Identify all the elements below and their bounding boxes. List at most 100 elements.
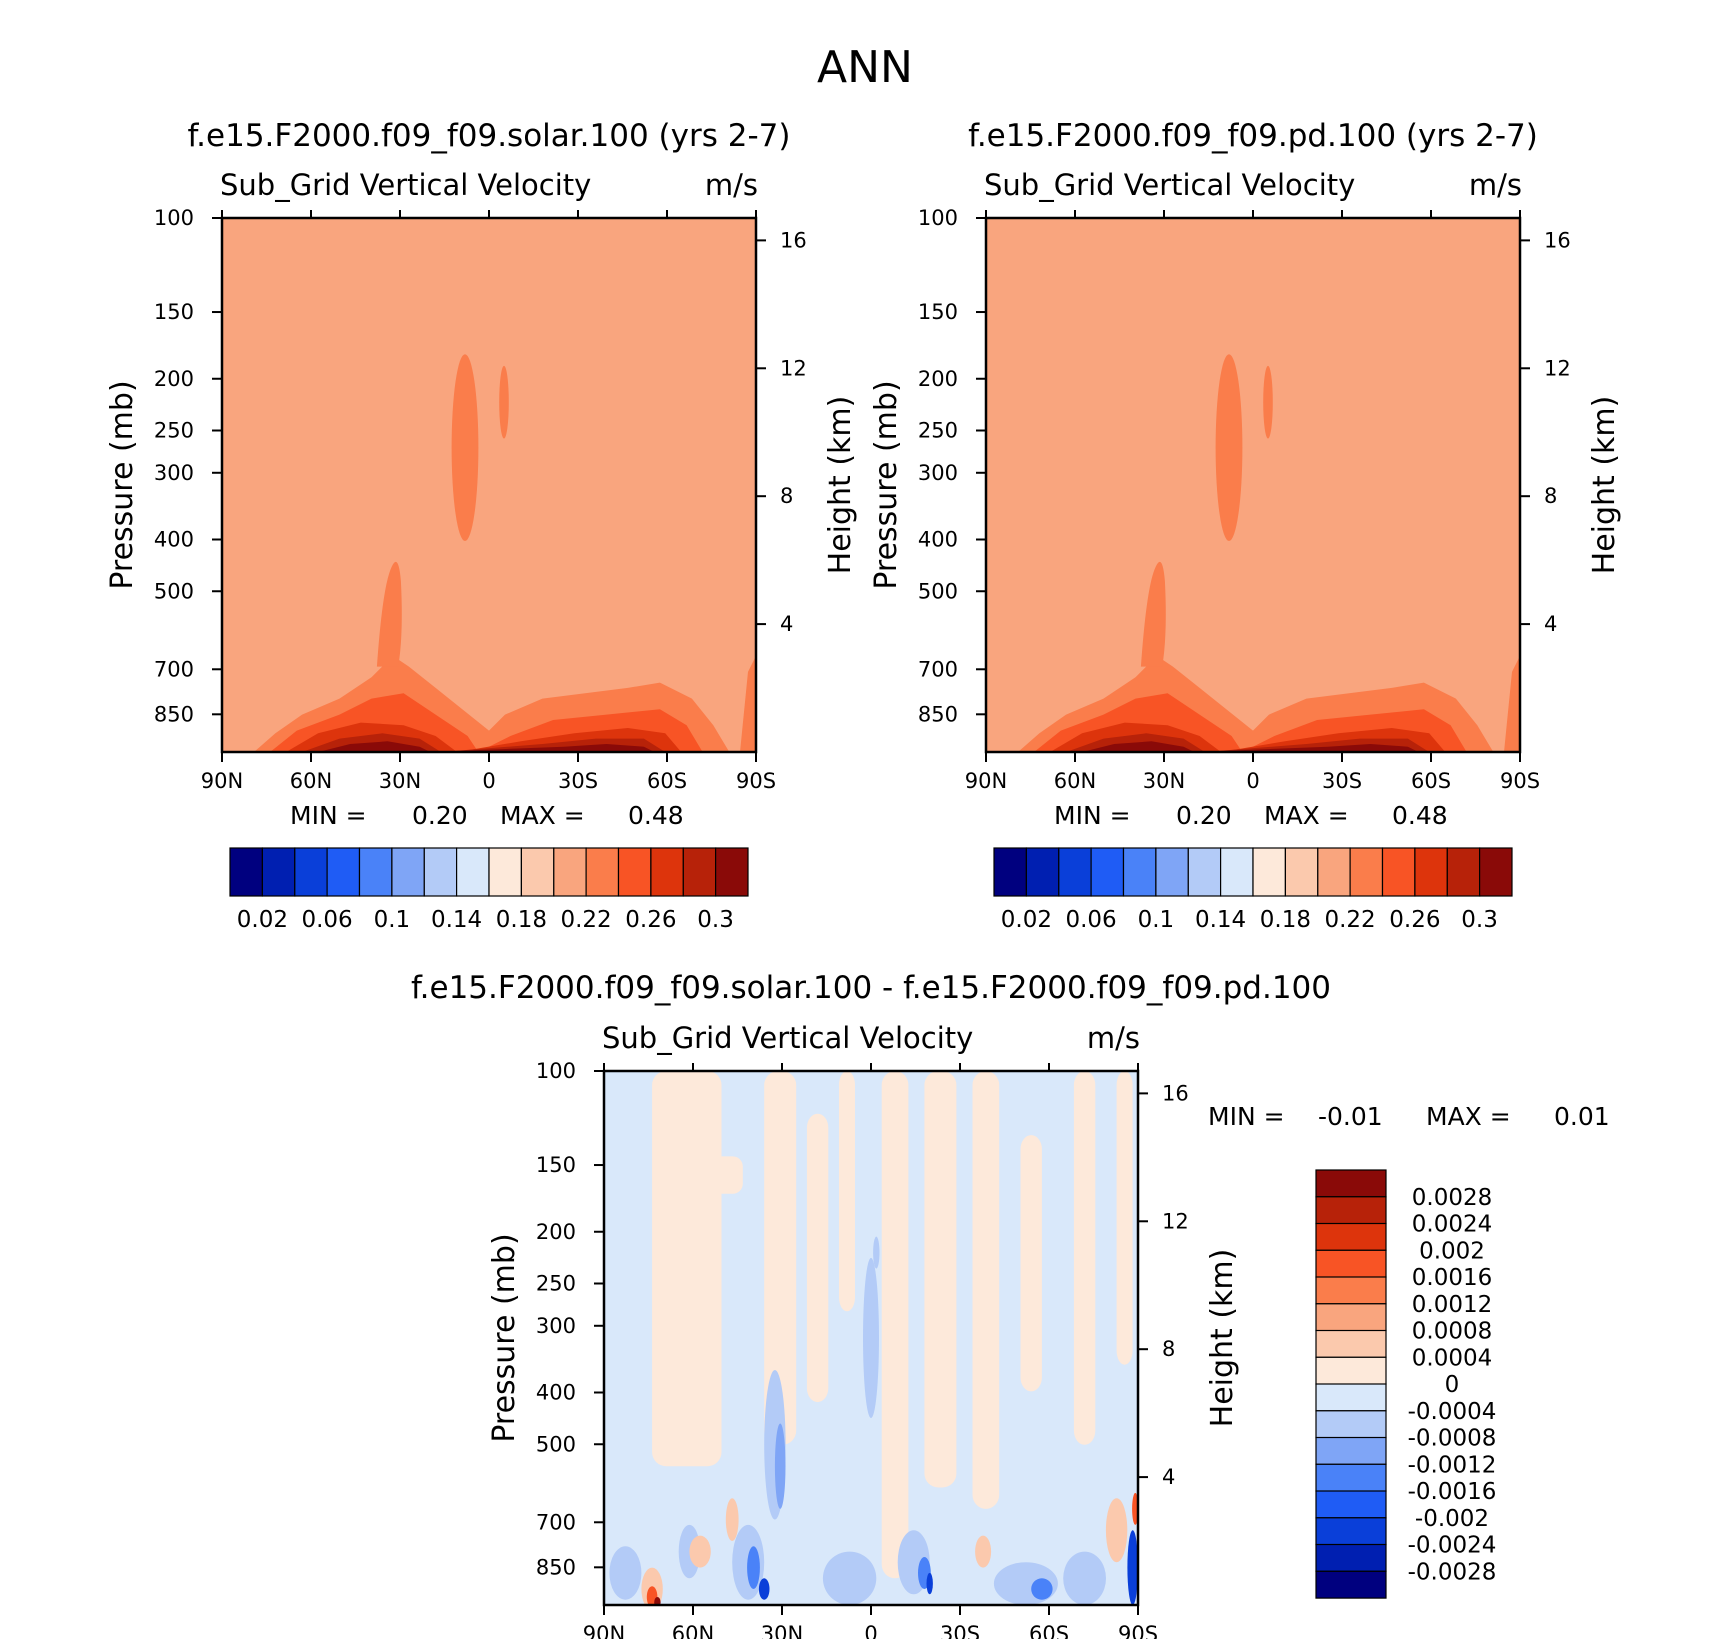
y-tick-label: 200 — [918, 367, 958, 391]
colorbar-label: -0.0008 — [1408, 1426, 1497, 1452]
colorbar-box — [682, 847, 717, 897]
min-label: MIN = — [1054, 801, 1131, 830]
contour-band — [764, 1071, 797, 1445]
colorbar-label: 0.0012 — [1412, 1292, 1492, 1318]
subtitle-units: m/s — [1087, 1021, 1140, 1055]
colorbar-box — [1252, 847, 1287, 897]
colorbar-box — [294, 847, 328, 897]
y-axis-right-label: Height (km) — [823, 396, 858, 575]
y-tick-label: 850 — [154, 702, 194, 726]
y-tick-label: 400 — [154, 528, 194, 552]
contour-band — [1132, 1492, 1138, 1525]
x-tick-label: 30N — [761, 1622, 803, 1639]
x-tick-label: 0 — [864, 1622, 877, 1639]
x-tick-label: 30S — [558, 769, 598, 793]
contour-band — [806, 1113, 829, 1403]
colorbar-box — [1315, 1356, 1387, 1385]
colorbar: 0.02 0.06 0.1 0.14 0.18 0.22 0.26 0.3 — [229, 847, 749, 933]
contour-band — [1215, 354, 1243, 541]
panel-title: f.e15.F2000.f09_f09.solar.100 (yrs 2-7) — [188, 118, 791, 154]
max-value: 0.01 — [1554, 1102, 1610, 1131]
x-tick-label: 0 — [482, 769, 495, 793]
contour-band — [747, 1546, 760, 1589]
contour-band — [1127, 1530, 1138, 1605]
y-right-tick-label: 4 — [780, 612, 793, 636]
colorbar-label: -0.0004 — [1408, 1399, 1497, 1425]
colorbar-box — [553, 847, 587, 897]
contour-band — [499, 365, 509, 439]
x-tick-label: 90N — [583, 1622, 625, 1639]
colorbar: 0.00280.00240.0020.00160.00120.00080.000… — [1315, 1169, 1497, 1599]
contour-band — [758, 1578, 770, 1600]
colorbar-box — [617, 847, 652, 897]
contour-shapes — [254, 354, 756, 752]
colorbar-box — [1446, 847, 1481, 897]
subtitle-variable: Sub_Grid Vertical Velocity — [984, 168, 1355, 202]
colorbar: 0.02 0.06 0.1 0.14 0.18 0.22 0.26 0.3 — [993, 847, 1513, 933]
y-tick-label: 700 — [918, 657, 958, 681]
y-right-tick-label: 16 — [1544, 228, 1571, 252]
colorbar-label: -0.0028 — [1408, 1559, 1497, 1585]
y-tick-label: 700 — [536, 1510, 576, 1534]
y-tick-label: 850 — [918, 702, 958, 726]
colorbar-box — [1315, 1383, 1387, 1412]
x-tick-label: 30N — [1143, 769, 1185, 793]
contour-band — [657, 1156, 743, 1194]
colorbar-box — [391, 847, 425, 897]
contour-band — [609, 1546, 642, 1600]
max-label: MAX = — [1264, 801, 1349, 830]
contour-band — [975, 1535, 992, 1568]
colorbar-label: 0.18 — [496, 907, 547, 933]
colorbar-box — [1155, 847, 1189, 897]
colorbar-label: 0.22 — [1324, 907, 1375, 933]
y-tick-label: 400 — [918, 528, 958, 552]
contour-band — [972, 1071, 1000, 1509]
axes: 90N 60N 30N 0 30S 60S 90S 100 150 200 250 300 400 500… — [536, 1059, 1189, 1639]
colorbar-label: 0.002 — [1419, 1238, 1485, 1264]
colorbar-box — [229, 847, 264, 897]
x-tick-label: 60S — [1411, 769, 1451, 793]
max-value: 0.48 — [628, 801, 684, 830]
colorbar-box — [1315, 1463, 1387, 1492]
colorbar-box — [1349, 847, 1384, 897]
contour-band — [926, 1572, 933, 1595]
colorbar-box — [1315, 1169, 1387, 1198]
y-axis-right-label: Height (km) — [1587, 396, 1622, 575]
x-tick-label: 30S — [1322, 769, 1362, 793]
y-right-tick-label: 12 — [780, 356, 807, 380]
colorbar-label: 0.02 — [237, 907, 288, 933]
y-right-tick-label: 16 — [1162, 1081, 1189, 1105]
contour-band — [1031, 1578, 1053, 1600]
contour-band — [740, 655, 756, 752]
min-value: -0.01 — [1318, 1102, 1383, 1131]
colorbar-label: 0.22 — [560, 907, 611, 933]
colorbar-label: -0.0024 — [1408, 1533, 1497, 1559]
axes: 90N 60N 30N 0 30S 60S 90S 100 150 200 250 300 400 500… — [154, 206, 807, 793]
subtitle-units: m/s — [705, 168, 758, 202]
colorbar-box — [1315, 1410, 1387, 1439]
colorbar-label: 0.1 — [374, 907, 411, 933]
panel-pd: f.e15.F2000.f09_f09.pd.100 (yrs 2-7) Sub… — [869, 118, 1622, 933]
colorbar-box — [1315, 1303, 1387, 1332]
x-tick-label: 60N — [672, 1622, 714, 1639]
contour-band — [822, 1551, 877, 1605]
field-plot — [222, 218, 756, 752]
colorbar-box — [585, 847, 620, 897]
colorbar-box — [1090, 847, 1125, 897]
panel-solar: f.e15.F2000.f09_f09.solar.100 (yrs 2-7) … — [105, 118, 858, 933]
colorbar-box — [358, 847, 393, 897]
min-value: 0.20 — [412, 801, 468, 830]
min-label: MIN = — [290, 801, 367, 830]
colorbar-box — [650, 847, 684, 897]
contour-band — [1116, 1071, 1133, 1365]
contour-band — [1140, 561, 1166, 667]
colorbar-label: -0.0016 — [1408, 1479, 1497, 1505]
contour-band — [1063, 1551, 1106, 1605]
colorbar-label: 0.1 — [1138, 907, 1175, 933]
y-axis-label: Pressure (mb) — [487, 1233, 522, 1442]
x-tick-label: 90S — [1500, 769, 1540, 793]
y-right-tick-label: 8 — [1162, 1337, 1175, 1361]
contour-band — [1073, 1071, 1096, 1445]
min-value: 0.20 — [1176, 801, 1232, 830]
